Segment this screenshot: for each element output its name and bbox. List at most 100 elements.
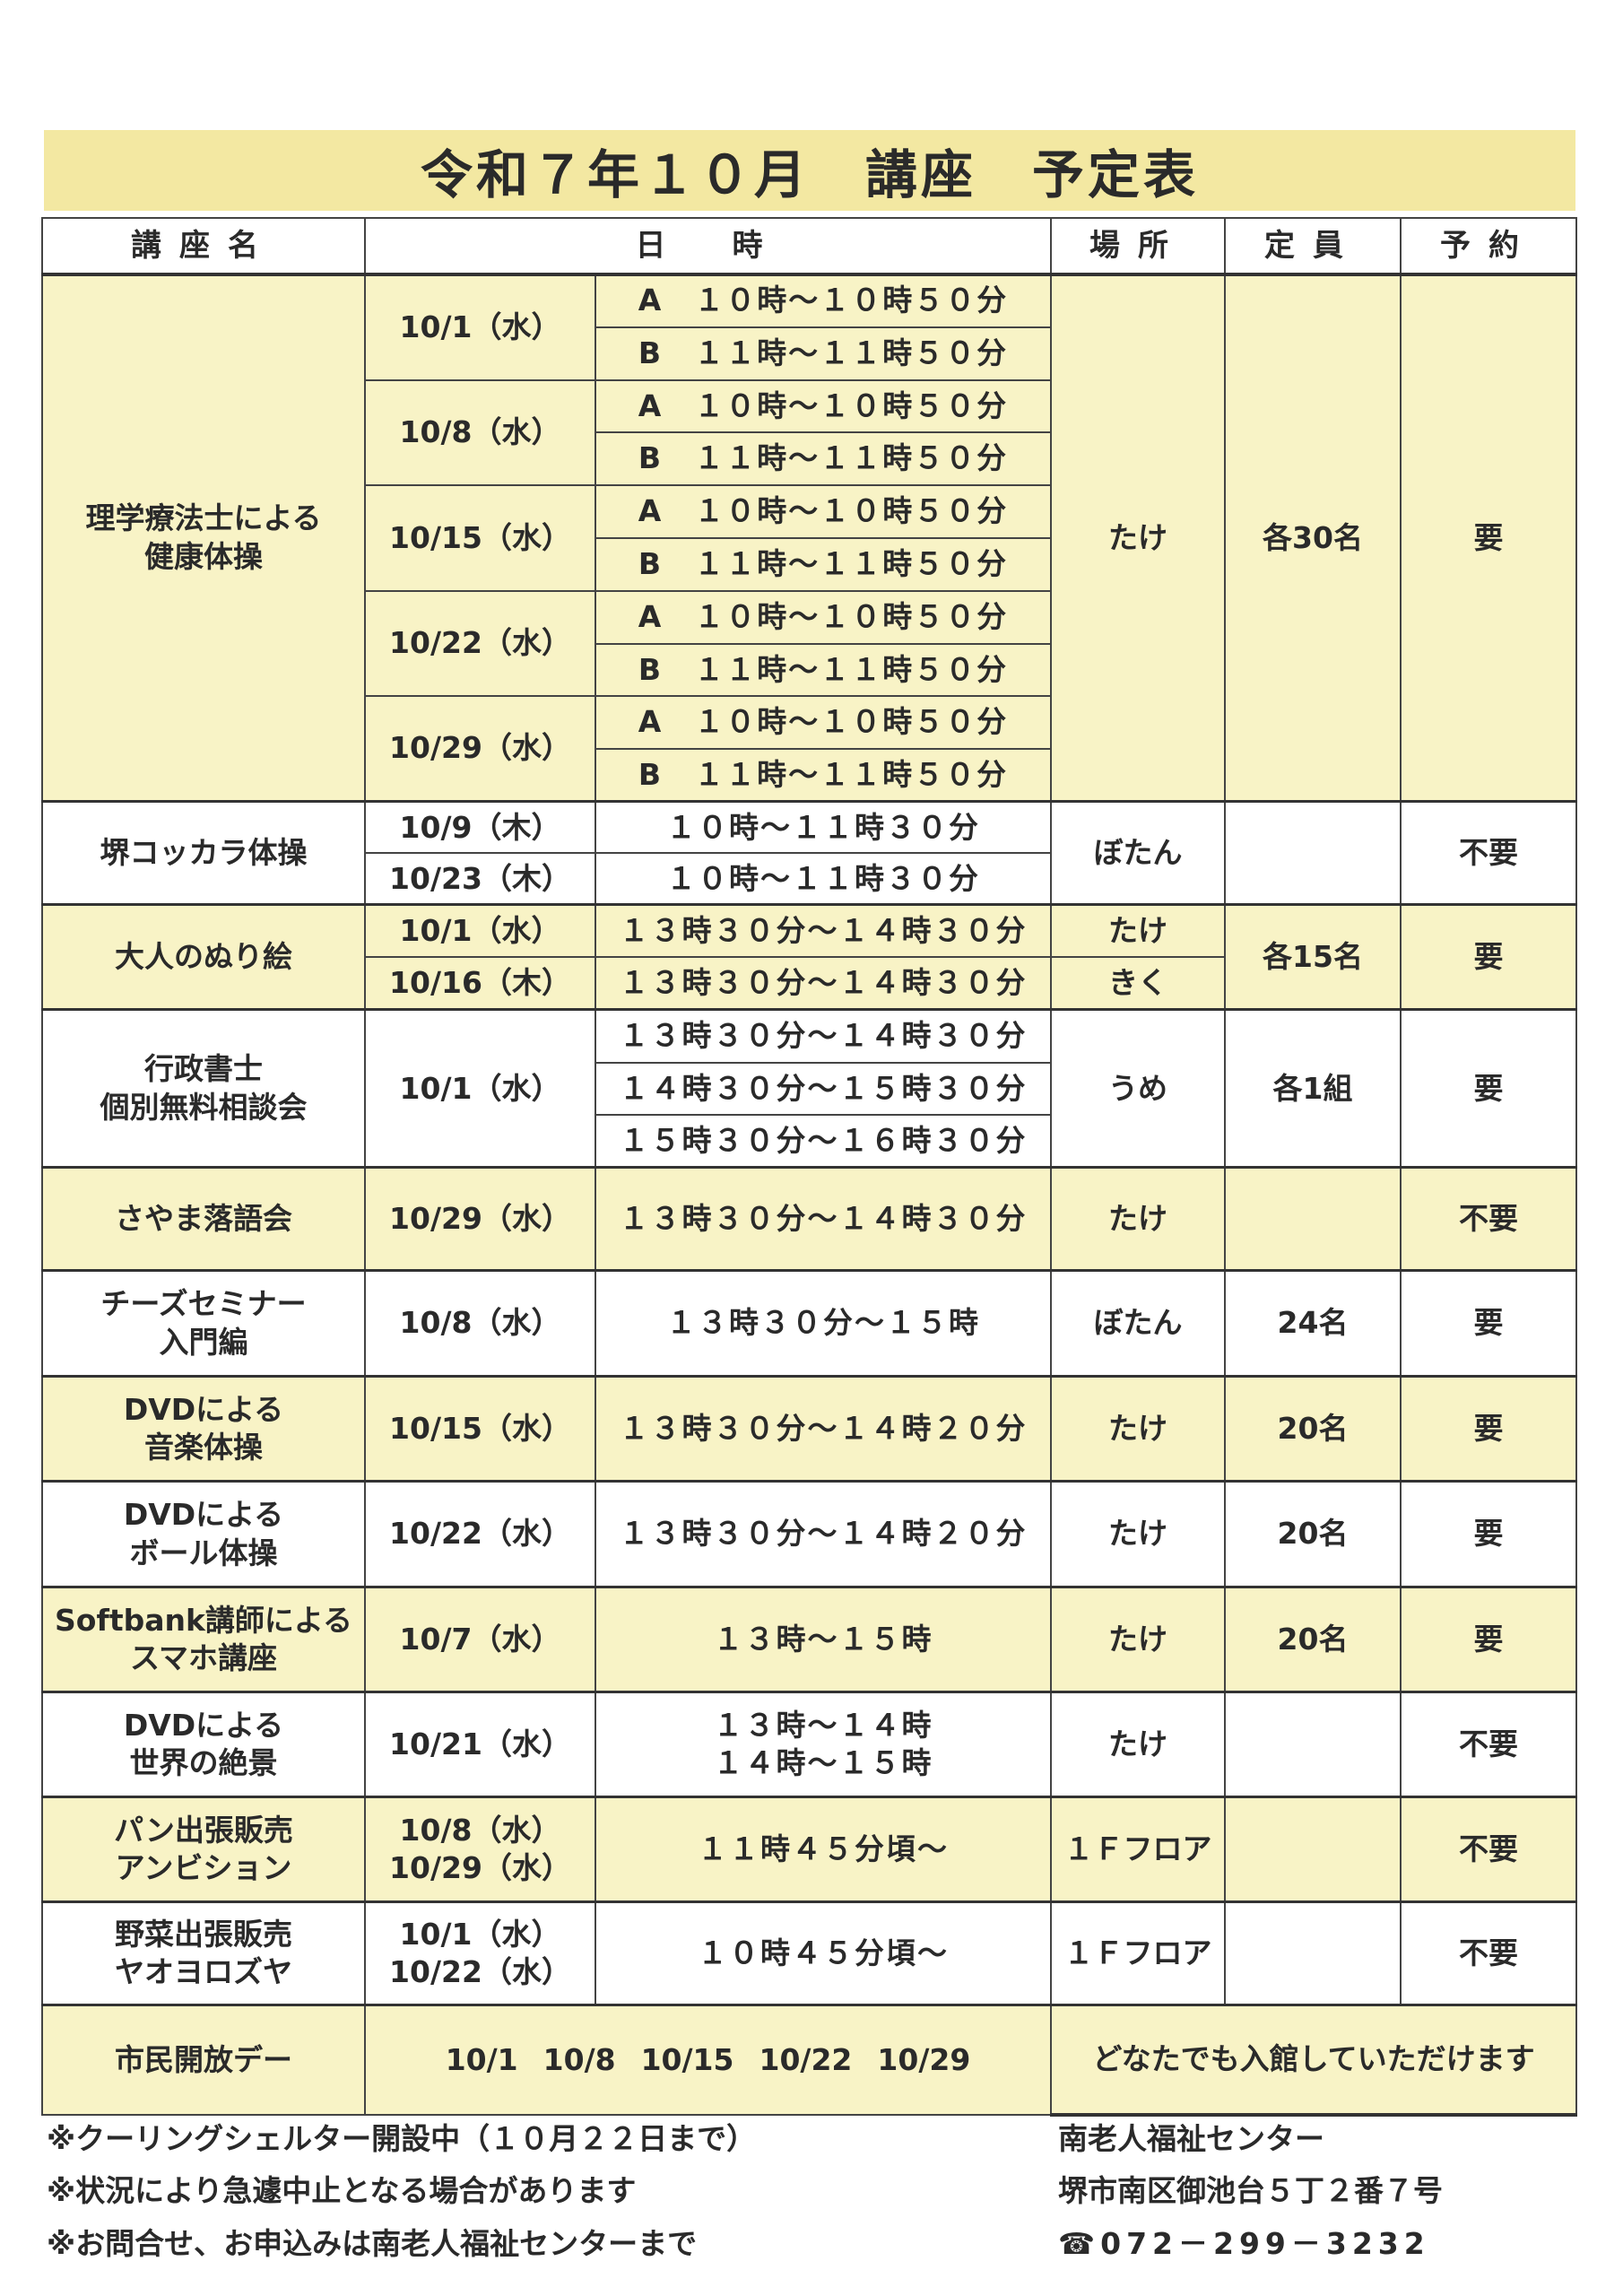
course-row: 堺コッカラ体操 10/9（木） １０時～１１時３０分 ぼたん 不要 (41, 800, 1577, 906)
capacity-cell: 20名 (1224, 1586, 1402, 1693)
capacity-cell (1224, 1796, 1402, 1903)
time-cell: １０時４５分頃～ (595, 1900, 1052, 2006)
session-time: １３時～１４時 (713, 1707, 933, 1743)
session-time: A １０時～１０時５０分 (638, 283, 1009, 318)
open-day-row: 市民開放デー 10/1 10/8 10/15 10/22 10/29 どなたでも入館していた… (41, 2004, 1577, 2117)
date-cell: 10/16（木） (364, 956, 596, 1011)
location-cell: うめ (1050, 1008, 1226, 1169)
session-time: １３時３０分～１４時３０分 (619, 965, 1028, 1001)
course-name: 大人のぬり絵 (115, 939, 292, 975)
course-name-cell: 理学療法士による 健康体操 (41, 273, 366, 803)
session-time: A １０時～１０時５０分 (638, 493, 1009, 529)
course-name-cell: DVDによる ボール体操 (41, 1480, 366, 1588)
reservation-cell: 要 (1400, 1375, 1577, 1483)
course-row: １５時３０分～１６時３０分 (42, 1114, 1576, 1169)
session-time: １３時～１５時 (713, 1621, 933, 1657)
open-day-date: 10/22 (759, 2041, 853, 2077)
course-name: 入門編 (159, 1324, 248, 1360)
course-row: DVDによる ボール体操 10/22（水） １３時３０分～１４時２０分 たけ 20名要 (41, 1480, 1577, 1588)
session-date: 10/8（水） (399, 1305, 561, 1341)
course-row: DVDによる 世界の絶景 10/21（水） １３時～１４時 １４時～１５時 たけ 不要 (41, 1691, 1577, 1798)
reservation-cell: 要 (1400, 1480, 1577, 1588)
date-cell: 10/21（水） (364, 1691, 596, 1798)
session-date: 10/22（水） (389, 1954, 571, 1990)
session-date: 10/8（水） (399, 413, 561, 449)
time-cell: A １０時～１０時５０分 (595, 589, 1052, 645)
date-cell: 10/29（水） (364, 695, 596, 803)
capacity-cell: 各30名 (1224, 273, 1402, 803)
open-day-date: 10/1 (445, 2041, 518, 2077)
session-date: 10/22（水） (389, 625, 571, 661)
reservation-cell: 要 (1400, 273, 1577, 803)
time-cell: １５時３０分～１６時３０分 (595, 1114, 1052, 1169)
session-date: 10/1（水） (399, 1070, 561, 1106)
open-day-note: どなたでも入館していただけます (1050, 2004, 1577, 2117)
capacity-cell: 24名 (1224, 1269, 1402, 1378)
contact-phone: ☎072－299－3232 (1058, 2220, 1430, 2263)
course-name: DVDによる (123, 1497, 284, 1533)
course-name-cell: Softbank講師による スマホ講座 (41, 1586, 366, 1693)
session-date: 10/29（水） (389, 1850, 571, 1886)
session-time: A １０時～１０時５０分 (638, 704, 1009, 740)
telephone-icon: ☎ (1058, 2226, 1101, 2261)
reservation-cell: 不要 (1400, 1900, 1577, 2006)
course-name-cell: 野菜出張販売 ヤオヨロズヤ (41, 1900, 366, 2006)
course-name-cell: 行政書士 個別無料相談会 (41, 1008, 366, 1169)
date-cell: 10/8（水） (364, 1269, 596, 1378)
course-name-cell: さやま落語会 (41, 1166, 366, 1272)
session-date: 10/29（水） (389, 1200, 571, 1236)
course-row: 10/22（水） A １０時～１０時５０分 (42, 589, 1576, 698)
reservation-cell: 不要 (1400, 1691, 1577, 1798)
reservation-cell: 要 (1400, 1008, 1577, 1169)
contact-address: 堺市南区御池台５丁２番７号 (1058, 2173, 1443, 2208)
time-cell: A １０時～１０時５０分 (595, 695, 1052, 751)
session-date: 10/1（水） (399, 1916, 561, 1952)
time-cell: １３時３０分～１４時３０分 (595, 956, 1052, 1011)
open-day-name: 市民開放デー (41, 2004, 366, 2116)
reservation-cell: 不要 (1400, 800, 1577, 906)
note-inquiries: ※お問合せ、お申込みは南老人福祉センターまで (47, 2226, 698, 2261)
location-cell: たけ (1050, 903, 1226, 959)
session-date: 10/23（木） (389, 860, 571, 896)
time-cell: １３時３０分～１４時２０分 (595, 1480, 1052, 1588)
time-cell: １０時～１１時３０分 (595, 800, 1052, 855)
location-cell: たけ (1050, 1166, 1226, 1272)
session-time: １３時３０分～１４時２０分 (619, 1516, 1028, 1552)
session-time: B １１時～１１時５０分 (638, 335, 1009, 370)
course-name: さやま落語会 (115, 1200, 292, 1236)
capacity-cell (1224, 1166, 1402, 1272)
header-course-name: 講座名 (41, 217, 366, 276)
time-cell: A １０時～１０時５０分 (595, 273, 1052, 328)
schedule-table: 講座名 日 時 場所 定員 予約 理学療法士による 健康体操 10/1（水） A １０… (41, 217, 1577, 2117)
location-cell: たけ (1050, 273, 1226, 803)
date-cell: 10/1（水） 10/22（水） (364, 1900, 596, 2006)
time-cell: B １１時～１１時５０分 (595, 748, 1052, 803)
course-row: 10/23（木） １０時～１１時３０分 (42, 852, 1576, 906)
time-cell: A １０時～１０時５０分 (595, 378, 1052, 434)
location-cell: ぼたん (1050, 1269, 1226, 1378)
capacity-cell: 20名 (1224, 1480, 1402, 1588)
course-name: ヤオヨロズヤ (115, 1954, 292, 1990)
date-cell: 10/1（水） (364, 903, 596, 959)
course-row: 10/16（木） １３時３０分～１４時３０分 きく (42, 956, 1576, 1011)
session-time: １３時３０分～１４時２０分 (619, 1410, 1028, 1446)
course-name: アンビション (115, 1850, 292, 1886)
header-location: 場所 (1050, 217, 1226, 276)
session-date: 10/7（水） (399, 1621, 561, 1657)
date-cell: 10/7（水） (364, 1586, 596, 1693)
time-cell: B １１時～１１時５０分 (595, 643, 1052, 698)
time-cell: B １１時～１１時５０分 (595, 326, 1052, 381)
session-time: １３時３０分～１５時 (666, 1305, 980, 1341)
time-cell: B １１時～１１時５０分 (595, 431, 1052, 487)
course-name: Softbank講師による (55, 1602, 352, 1638)
session-time: １４時３０分～１５時３０分 (619, 1070, 1028, 1106)
course-name: DVDによる (123, 1707, 284, 1743)
capacity-cell (1224, 1691, 1402, 1798)
date-cell: 10/22（水） (364, 589, 596, 698)
course-name: 理学療法士による (85, 500, 322, 536)
course-name: 個別無料相談会 (100, 1089, 308, 1125)
course-name: 世界の絶景 (129, 1745, 278, 1781)
date-cell: 10/8（水） 10/29（水） (364, 1796, 596, 1903)
session-date: 10/15（水） (389, 1410, 571, 1446)
course-row: さやま落語会 10/29（水） １３時３０分～１４時３０分 たけ 不要 (41, 1166, 1577, 1272)
